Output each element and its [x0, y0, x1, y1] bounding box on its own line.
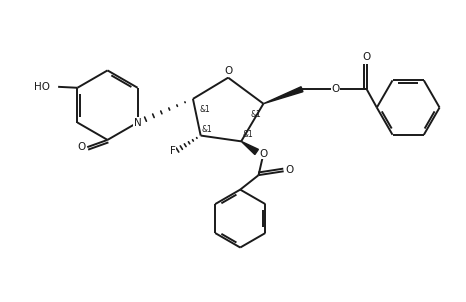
Polygon shape	[263, 87, 303, 104]
Polygon shape	[241, 141, 259, 155]
Text: O: O	[259, 149, 267, 159]
Text: O: O	[286, 165, 294, 175]
Text: O: O	[363, 52, 371, 62]
Text: O: O	[331, 84, 339, 94]
Text: HO: HO	[34, 82, 50, 92]
Text: O: O	[77, 142, 86, 152]
Text: &1: &1	[242, 130, 253, 140]
Text: O: O	[224, 66, 232, 76]
Text: N: N	[134, 117, 142, 127]
Text: &1: &1	[202, 125, 212, 133]
Text: &1: &1	[199, 105, 210, 114]
Text: F: F	[170, 146, 176, 156]
Text: &1: &1	[250, 110, 261, 119]
